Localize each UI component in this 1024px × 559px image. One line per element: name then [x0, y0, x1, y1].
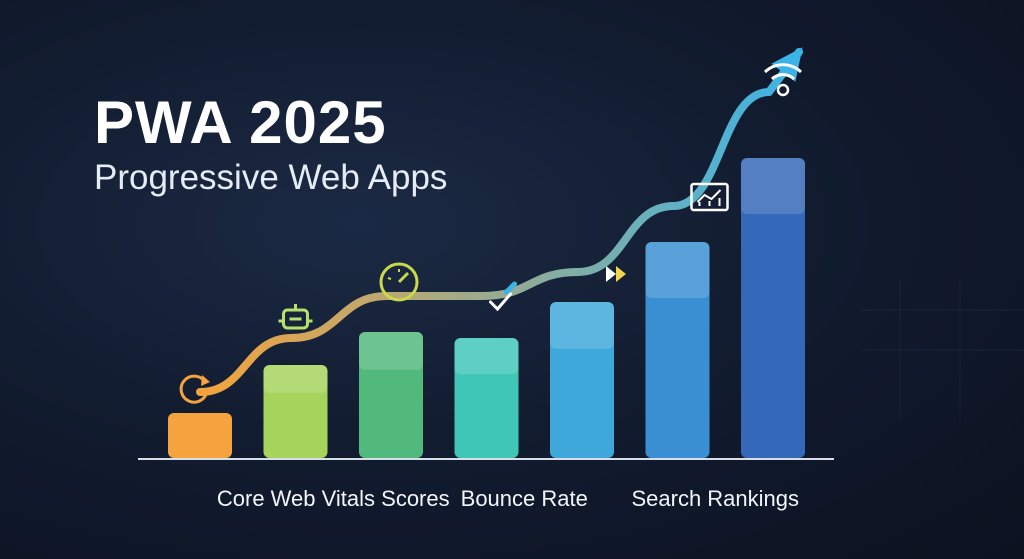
fast-forward-icon — [606, 266, 626, 282]
bar-highlight-3 — [359, 332, 423, 370]
bar-highlight-4 — [454, 338, 519, 374]
icon-layer — [179, 63, 803, 404]
category-label-2: Bounce Rate — [460, 486, 588, 511]
category-label-3: Search Rankings — [631, 486, 800, 511]
bar-highlight-7 — [741, 158, 805, 214]
page-title: PWA 2025 — [94, 89, 387, 156]
speedometer-icon — [379, 262, 419, 302]
bar-highlight-6 — [645, 242, 710, 298]
bar-7 — [741, 158, 805, 458]
robot-icon — [278, 304, 313, 330]
analytics-icon — [690, 182, 729, 212]
refresh-icon — [179, 374, 210, 404]
bar-highlight-5 — [550, 302, 614, 349]
bar-series — [168, 158, 805, 458]
bar-6 — [645, 242, 710, 458]
bar-2 — [263, 365, 328, 458]
bar-3 — [359, 332, 423, 458]
background-grid — [860, 280, 1024, 420]
trend-line — [196, 48, 803, 396]
wifi-icon — [763, 63, 803, 97]
bar-highlight-2 — [263, 365, 328, 393]
bar-4 — [454, 338, 519, 458]
category-label-1: Core Web Vitals Scores — [216, 486, 450, 511]
bar-1 — [168, 413, 232, 458]
bar-5 — [550, 302, 614, 458]
checkmark-icon — [489, 281, 517, 312]
page-subtitle: Progressive Web Apps — [94, 158, 448, 197]
